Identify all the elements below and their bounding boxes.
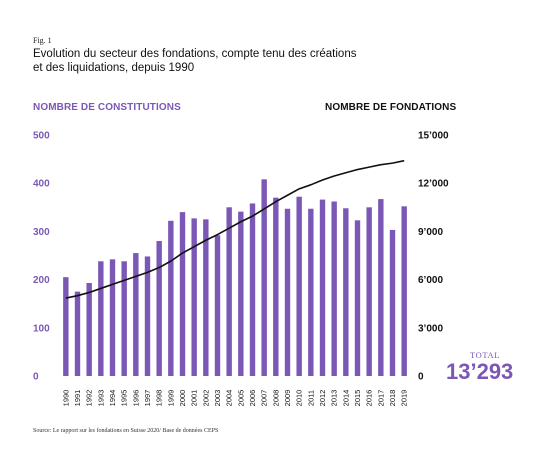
right-tick-label: 15’000 [418, 131, 449, 142]
x-tick-label: 2001 [190, 390, 199, 407]
chart-title-line-2: et des liquidations, depuis 1990 [33, 62, 195, 74]
bar-2015 [354, 220, 361, 376]
bars-group [63, 179, 407, 376]
total-foundations-line [65, 159, 405, 299]
bar-1996 [133, 253, 139, 376]
x-tick-label: 2003 [213, 390, 222, 407]
right-tick-label: 12’000 [418, 179, 449, 190]
x-tick-label: 2013 [330, 390, 339, 407]
bar-2000 [179, 212, 186, 376]
right-tick-label: 0 [418, 372, 424, 383]
right-tick-label: 9’000 [418, 227, 443, 238]
x-tick-label: 2017 [376, 390, 385, 407]
right-tick-label: 3’000 [418, 323, 443, 334]
x-tick-label: 1995 [120, 390, 129, 407]
right-axis-ticks: 0 3’000 6’000 9’000 12’000 15’000 [418, 131, 449, 383]
bar-2009 [284, 208, 291, 376]
x-tick-label: 1999 [166, 390, 175, 407]
bar-2008 [273, 197, 279, 376]
total-value: 13’293 [446, 359, 514, 384]
left-axis-ticks: 0 100 200 300 400 500 [33, 131, 50, 383]
bar-2003 [214, 235, 221, 376]
x-tick-label: 2011 [306, 390, 315, 406]
bar-2011 [308, 208, 314, 376]
bar-2013 [331, 201, 337, 376]
x-tick-label: 2015 [353, 390, 362, 407]
bar-2007 [261, 179, 267, 376]
bar-1994 [109, 259, 116, 376]
x-tick-label: 2014 [341, 390, 350, 407]
figure-label: Fig. 1 [33, 36, 52, 45]
line-group [65, 159, 405, 299]
right-axis-title: NOMBRE DE FONDATIONS [325, 102, 457, 113]
bar-1998 [156, 241, 162, 376]
x-tick-label: 2008 [271, 390, 280, 407]
bar-1997 [144, 256, 151, 376]
right-tick-label: 6’000 [418, 275, 443, 286]
left-tick-label: 100 [33, 323, 50, 334]
bar-2001 [191, 218, 197, 376]
bar-2016 [366, 207, 372, 376]
chart-title: Evolution du secteur des fondations, com… [33, 47, 393, 75]
total-label: TOTAL [470, 350, 501, 360]
x-tick-label: 1992 [85, 390, 94, 407]
x-tick-label: 1994 [108, 390, 117, 407]
x-tick-label: 2012 [318, 390, 327, 407]
bar-2014 [343, 208, 349, 376]
x-tick-label: 2016 [365, 390, 374, 407]
x-tick-label: 1991 [73, 390, 82, 407]
bar-1991 [74, 291, 81, 376]
left-tick-label: 0 [33, 372, 39, 383]
x-tick-label: 2000 [178, 390, 187, 407]
bar-2012 [319, 199, 326, 376]
x-tick-label: 2004 [225, 390, 234, 407]
source-note: Source: Le rapport sur les fondations en… [33, 428, 219, 434]
x-tick-label: 1996 [131, 390, 140, 407]
x-tick-label: 2018 [388, 390, 397, 407]
bar-1995 [121, 261, 127, 376]
bar-2017 [378, 199, 384, 376]
bar-2005 [238, 211, 244, 376]
x-tick-label: 1998 [155, 390, 164, 407]
x-tick-label: 1990 [61, 390, 70, 407]
x-axis-ticks: 1990 1991 1992 1993 1994 1995 1996 1997 1998 1999… [61, 390, 408, 407]
x-tick-label: 2010 [295, 390, 304, 407]
chart-title-line-1: Evolution du secteur des fondations, com… [33, 48, 357, 60]
left-tick-label: 500 [33, 131, 50, 142]
x-tick-label: 1993 [96, 390, 105, 407]
bar-1999 [168, 220, 174, 376]
bar-1990 [63, 277, 69, 376]
x-tick-label: 2007 [260, 390, 269, 407]
left-tick-label: 400 [33, 179, 50, 190]
x-tick-label: 2006 [248, 390, 257, 407]
x-tick-label: 2002 [201, 390, 210, 407]
left-tick-label: 200 [33, 275, 50, 286]
bar-2006 [249, 203, 256, 376]
bar-2002 [203, 219, 209, 376]
x-tick-label: 2005 [236, 390, 245, 407]
bar-2010 [296, 196, 302, 376]
bar-1993 [98, 261, 104, 376]
x-tick-label: 2019 [400, 390, 409, 407]
bar-2019 [401, 206, 407, 376]
x-tick-label: 2009 [283, 390, 292, 407]
bar-1992 [86, 282, 92, 376]
x-tick-label: 1997 [143, 390, 152, 407]
bar-2004 [226, 207, 232, 376]
left-tick-label: 300 [33, 227, 50, 238]
left-axis-title: NOMBRE DE CONSTITUTIONS [33, 102, 181, 113]
bar-2018 [389, 229, 396, 376]
